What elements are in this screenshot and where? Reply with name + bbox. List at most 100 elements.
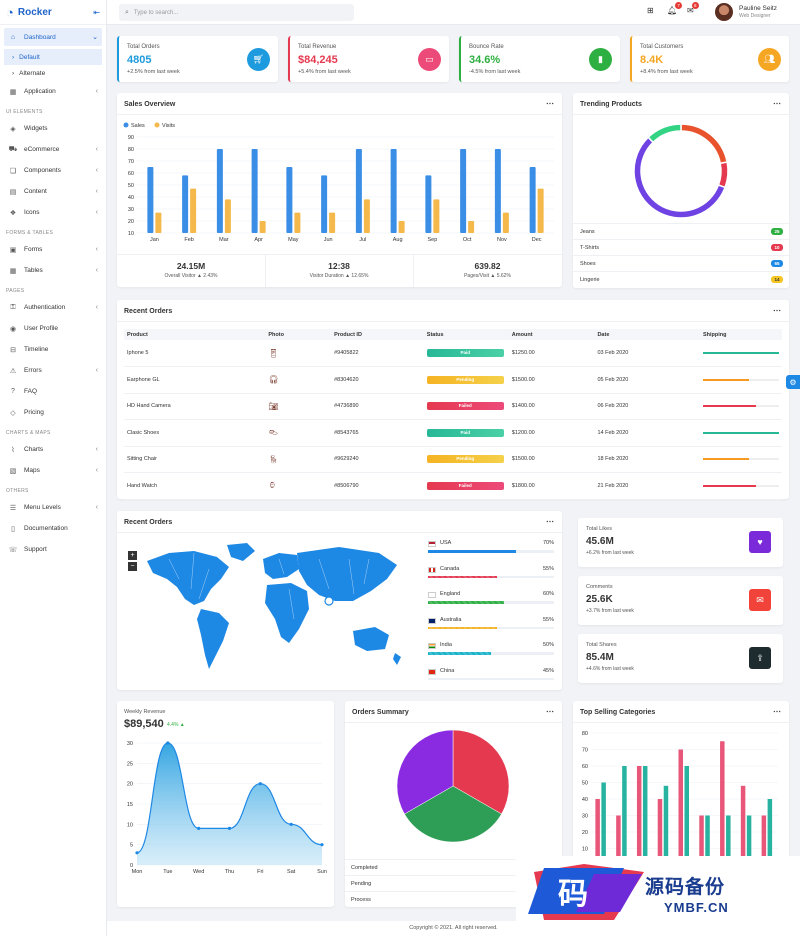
gear-icon[interactable]: ⚙ — [786, 375, 800, 389]
status-badge: Paid — [426, 349, 504, 357]
sidebar-item-components[interactable]: ❏ Components ‹ — [0, 160, 106, 181]
table-row[interactable]: Hand Watch ⌚︎ #8506790 Failed $1800.00 21 Feb… — [124, 472, 782, 500]
table-row[interactable]: Clasic Shoes 👞︎ #8543765 Paid $1200.00 14 Feb… — [124, 419, 782, 447]
more-icon[interactable]: ⋯ — [546, 517, 554, 526]
item-name: T-Shirts — [580, 245, 599, 251]
more-icon[interactable]: ⋯ — [773, 306, 781, 315]
more-icon[interactable]: ⋯ — [546, 99, 554, 108]
data-point — [258, 782, 262, 786]
message-icon[interactable]: ✉ 8 — [687, 2, 699, 15]
sidebar-item-menu-levels[interactable]: ☰ Menu Levels ‹ — [0, 497, 106, 518]
table-row[interactable]: HD Hand Camera 📷︎ #4736890 Failed $1400.00 06… — [124, 393, 782, 420]
item-name: Jeans — [580, 229, 595, 235]
sidebar-item-content[interactable]: ▤ Content ‹ — [0, 181, 106, 202]
flag-icon — [428, 592, 436, 598]
table-row[interactable]: Earphone GL 🎧︎ #8304620 Pending $1500.00 05 F… — [124, 366, 782, 394]
orders-summary-pie — [396, 729, 510, 843]
card-title: Sales Overview — [124, 101, 176, 108]
list-item: Shoes 65 — [573, 255, 789, 271]
sidebar-item-label: Forms — [24, 246, 43, 253]
bar-sales — [494, 149, 501, 233]
list-item: Pending — [345, 875, 560, 891]
country-row: Australia 55% — [428, 617, 554, 637]
chevron-left-icon: ‹ — [95, 304, 98, 311]
wallet-icon: ▭ — [418, 48, 441, 71]
country-name: USA — [440, 540, 452, 546]
stat-label: Bounce Rate — [469, 44, 504, 50]
sidebar-item-faq[interactable]: ? FAQ — [0, 381, 106, 402]
sidebar-item-timeline[interactable]: ⊟ Timeline — [0, 339, 106, 360]
country-progress — [428, 677, 554, 680]
bar — [595, 799, 600, 865]
product-id: #8543765 — [331, 419, 424, 447]
south-america — [197, 609, 229, 669]
product-name: Hand Watch — [124, 472, 266, 500]
more-icon[interactable]: ⋯ — [773, 99, 781, 108]
sidebar-item-label: Maps — [24, 467, 40, 474]
sidebar-item-charts[interactable]: ⌇ Charts ‹ — [0, 439, 106, 460]
table-row[interactable]: Sitting Chair 🪑︎ #9629240 Pending $1500.00 18… — [124, 446, 782, 473]
list-item: Lingerie 14 — [573, 271, 789, 287]
table-row[interactable]: Iphone 5 📱︎ #9405822 Paid $1250.00 03 Feb 202… — [124, 340, 782, 367]
recent-orders-map-card: Recent Orders ⋯ + − USA 70% Canada 55% Engla… — [117, 511, 562, 690]
column-header: Photo — [265, 329, 332, 340]
chevron-left-icon: ‹ — [95, 467, 98, 474]
status-badge: Failed — [426, 481, 504, 490]
slice-pending — [404, 785, 502, 843]
bar-visits — [155, 212, 162, 233]
world-map[interactable] — [139, 539, 404, 679]
sidebar-item-authentication[interactable]: ⚿ Authentication ‹ — [0, 297, 106, 318]
user-menu[interactable]: Pauline Seitz Web Designer — [715, 3, 777, 21]
more-icon[interactable]: ⋯ — [773, 707, 781, 716]
sidebar-item-widgets[interactable]: ◈ Widgets — [0, 118, 106, 139]
bar-visits — [190, 188, 197, 233]
bell-icon[interactable]: 🔔︎ 7 — [667, 2, 683, 15]
bar-sales — [182, 175, 189, 233]
sidebar-item-label: User Profile — [24, 325, 58, 332]
country-name: Australia — [440, 616, 462, 623]
sidebar-item-label: Charts — [24, 446, 44, 453]
sidebar-item-forms[interactable]: ▣ Forms ‹ — [0, 239, 106, 260]
sidebar-item-user-profile[interactable]: ◉ User Profile — [0, 318, 106, 339]
slice-tshirts — [717, 161, 729, 189]
sidebar-item-label: Menu Levels — [24, 504, 61, 511]
flag-icon — [428, 617, 436, 624]
more-icon[interactable]: ⋯ — [546, 707, 554, 716]
sidebar-item-maps[interactable]: ▧ Maps ‹ — [0, 460, 106, 481]
user-role: Web Designer — [739, 13, 771, 19]
sidebar-subitem-default[interactable]: › Default — [4, 49, 102, 65]
sidebar-item-ecommerce[interactable]: ⛟ eCommerce ‹ — [0, 139, 106, 160]
table-icon: ▦ — [9, 267, 17, 275]
y-tick-label: 70 — [582, 748, 588, 754]
toggle-sidebar-icon[interactable]: ⇤ — [93, 7, 100, 17]
sidebar-subitem-alternate[interactable]: › Alternate — [0, 65, 106, 81]
bar-visits — [398, 221, 405, 233]
legend-sales-swatch — [123, 122, 129, 128]
legend-visits-swatch — [154, 122, 160, 128]
status-badge: Pending — [426, 455, 504, 464]
chevron-left-icon: ‹ — [95, 209, 98, 216]
sidebar-item-tables[interactable]: ▦ Tables ‹ — [0, 260, 106, 281]
sidebar-item-dashboard[interactable]: ⌂ Dashboard ⌄ — [4, 28, 102, 46]
sidebar-item-pricing[interactable]: ◇ Pricing — [0, 402, 106, 423]
zoom-in-button[interactable]: + — [128, 551, 137, 560]
bar-visits — [259, 221, 266, 233]
country-row: USA 70% — [428, 540, 554, 560]
apps-grid-icon[interactable]: ⊞ — [647, 6, 654, 15]
sidebar-item-label: Components — [24, 167, 61, 174]
bookmark-icon: ❏ — [9, 167, 17, 175]
weekly-value: $89,540 — [124, 718, 164, 730]
sidebar-item-application[interactable]: ▦ Application ‹ — [0, 81, 106, 102]
sidebar-item-icons[interactable]: ❖ Icons ‹ — [0, 202, 106, 223]
search-input[interactable]: ⌕ Type to search... — [119, 4, 354, 21]
user-icon: ◉ — [9, 325, 17, 333]
amount: $1250.00 — [508, 340, 595, 367]
y-tick-label: 30 — [127, 741, 133, 747]
bar-sales — [355, 149, 362, 233]
sidebar-item-documentation[interactable]: ▯ Documentation — [0, 518, 106, 539]
sidebar-item-errors[interactable]: ⚠ Errors ‹ — [0, 360, 106, 381]
sidebar-item-support[interactable]: ☏ Support — [0, 539, 106, 560]
shipping-progress — [703, 484, 779, 487]
zoom-out-button[interactable]: − — [128, 562, 137, 571]
list-item: Completed — [345, 859, 560, 875]
